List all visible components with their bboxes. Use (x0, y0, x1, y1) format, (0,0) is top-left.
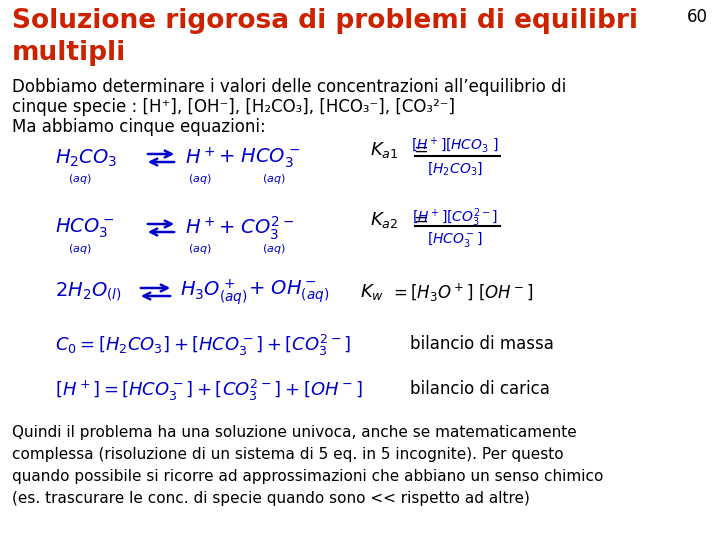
Text: $(aq)$: $(aq)$ (188, 242, 212, 256)
Text: $K_{a2}$: $K_{a2}$ (370, 210, 398, 230)
Text: Soluzione rigorosa di problemi di equilibri: Soluzione rigorosa di problemi di equili… (12, 8, 638, 34)
Text: Dobbiamo determinare i valori delle concentrazioni all’equilibrio di: Dobbiamo determinare i valori delle conc… (12, 78, 566, 96)
Text: multipli: multipli (12, 40, 126, 66)
Text: $(aq)$: $(aq)$ (188, 172, 212, 186)
Text: $[H_2CO_3]$: $[H_2CO_3]$ (427, 160, 483, 177)
Text: Ma abbiamo cinque equazioni:: Ma abbiamo cinque equazioni: (12, 118, 266, 136)
Text: complessa (risoluzione di un sistema di 5 eq. in 5 incognite). Per questo: complessa (risoluzione di un sistema di … (12, 447, 564, 462)
Text: bilancio di massa: bilancio di massa (410, 335, 554, 353)
Text: $(aq)$: $(aq)$ (68, 242, 91, 256)
Text: $2H_2O_{(l)}$: $2H_2O_{(l)}$ (55, 281, 122, 303)
Text: quando possibile si ricorre ad approssimazioni che abbiano un senso chimico: quando possibile si ricorre ad approssim… (12, 469, 603, 484)
Text: bilancio di carica: bilancio di carica (410, 380, 550, 398)
Text: $C_0= [H_2CO_3] + [HCO_3^-] + [CO_3^{2-}]$: $C_0= [H_2CO_3] + [HCO_3^-] + [CO_3^{2-}… (55, 333, 351, 357)
Text: $H^+$: $H^+$ (185, 217, 216, 239)
Text: $(aq)$: $(aq)$ (262, 172, 286, 186)
Text: $+\ HCO_3^-$: $+\ HCO_3^-$ (218, 146, 300, 170)
Text: $H^+$: $H^+$ (185, 147, 216, 168)
Text: (es. trascurare le conc. di specie quando sono << rispetto ad altre): (es. trascurare le conc. di specie quand… (12, 491, 530, 506)
Text: $= [H_3O^+]\ [OH^-]$: $= [H_3O^+]\ [OH^-]$ (390, 282, 534, 305)
Text: $(aq)$: $(aq)$ (68, 172, 91, 186)
Text: $+\ OH^-_{(aq)}$: $+\ OH^-_{(aq)}$ (248, 279, 329, 305)
Text: $[H^+][CO_3^{2-}]$: $[H^+][CO_3^{2-}]$ (412, 206, 498, 228)
Text: $[H^+][HCO_3\ ]$: $[H^+][HCO_3\ ]$ (411, 136, 499, 155)
Text: $=$: $=$ (410, 140, 428, 158)
Text: $H_2CO_3$: $H_2CO_3$ (55, 147, 117, 168)
Text: Quindi il problema ha una soluzione univoca, anche se matematicamente: Quindi il problema ha una soluzione univ… (12, 425, 577, 440)
Text: cinque specie : [H⁺], [OH⁻], [H₂CO₃], [HCO₃⁻], [CO₃²⁻]: cinque specie : [H⁺], [OH⁻], [H₂CO₃], [H… (12, 98, 455, 116)
Text: $K_{a1}$: $K_{a1}$ (370, 140, 398, 160)
Text: $(aq)$: $(aq)$ (262, 242, 286, 256)
Text: $HCO_3^-$: $HCO_3^-$ (55, 216, 114, 240)
Text: $H_3O^+_{(aq)}$: $H_3O^+_{(aq)}$ (180, 277, 248, 307)
Text: $+\ CO_3^{2-}$: $+\ CO_3^{2-}$ (218, 214, 294, 242)
Text: $[H^+] = [HCO_3^-] + [CO_3^{2-}] +[OH^-]$: $[H^+] = [HCO_3^-] + [CO_3^{2-}] +[OH^-]… (55, 377, 363, 402)
Text: $K_w$: $K_w$ (360, 282, 384, 302)
Text: 60: 60 (687, 8, 708, 26)
Text: $=$: $=$ (410, 210, 428, 228)
Text: $[HCO_3^-]$: $[HCO_3^-]$ (427, 230, 483, 249)
